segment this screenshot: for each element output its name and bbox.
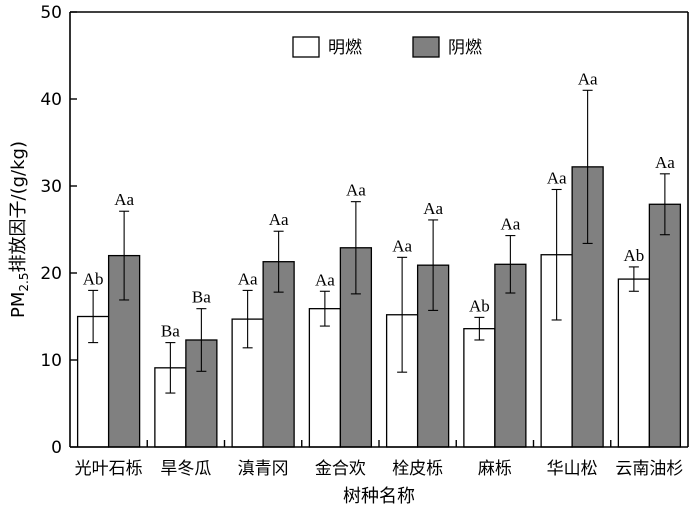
x-tick-label: 栓皮栎: [392, 459, 443, 479]
significance-label: Aa: [655, 153, 675, 172]
legend: 明燃 阴燃: [292, 36, 482, 58]
bar-yinran: [648, 203, 682, 448]
x-tick-label: 麻栎: [478, 459, 512, 479]
significance-label: Aa: [114, 190, 134, 209]
y-tick-label: 50: [40, 3, 62, 23]
significance-label: Aa: [547, 168, 567, 187]
y-ticks: 0 10 20 30 40 50: [40, 3, 77, 458]
x-tick-labels: 光叶石栎 旱冬瓜 滇青冈 金合欢 栓皮栎 麻栎 华山松 云南油杉: [75, 440, 683, 479]
x-tick-label: 云南油杉: [615, 459, 683, 479]
y-tick-label: 10: [40, 351, 62, 371]
significance-label: Ab: [469, 296, 490, 315]
significance-label: Aa: [423, 199, 443, 218]
significance-label: Aa: [346, 181, 366, 200]
significance-label: Aa: [392, 236, 412, 255]
y-tick-label: 20: [40, 264, 62, 284]
bar-yinran: [494, 263, 527, 448]
y-tick-label: 0: [51, 438, 62, 458]
x-tick-label: 旱冬瓜: [160, 459, 211, 479]
y-axis-title: PM2.5排放因子/(g/kg): [8, 141, 31, 318]
y-tick-label: 40: [40, 90, 62, 110]
significance-label: Aa: [315, 270, 335, 289]
bar-mingran: [463, 328, 496, 448]
x-tick-label: 滇青冈: [238, 459, 289, 479]
x-tick-label: 华山松: [547, 459, 598, 479]
bars-layer: Ab Aa Ba Ba Aa Aa Aa Aa Aa Aa Ab Aa Aa Aa Ab Aa: [76, 69, 682, 448]
bar-mingran: [617, 278, 651, 448]
legend-swatch-mingran: [292, 36, 320, 58]
significance-label: Ab: [83, 269, 104, 288]
significance-label: Ba: [161, 322, 180, 341]
y-axis-title-subscript: 2.5: [17, 272, 31, 291]
y-tick-label: 30: [40, 177, 62, 197]
legend-swatch-yinran: [412, 36, 440, 58]
x-axis-title: 树种名称: [343, 486, 415, 507]
significance-label: Aa: [238, 269, 258, 288]
significance-label: Aa: [269, 210, 289, 229]
significance-label: Ab: [623, 246, 644, 265]
significance-label: Aa: [578, 69, 598, 88]
bar-mingran: [308, 308, 342, 448]
x-tick-label: 金合欢: [315, 459, 366, 479]
significance-label: Aa: [500, 215, 520, 234]
x-tick-label: 光叶石栎: [75, 459, 143, 479]
legend-label-mingran: 明燃: [328, 38, 362, 58]
significance-label: Ba: [192, 288, 211, 307]
y-axis-title-prefix: PM: [8, 292, 29, 318]
legend-label-yinran: 阴燃: [448, 38, 482, 58]
y-axis-title-suffix: 排放因子/(g/kg): [8, 141, 29, 272]
